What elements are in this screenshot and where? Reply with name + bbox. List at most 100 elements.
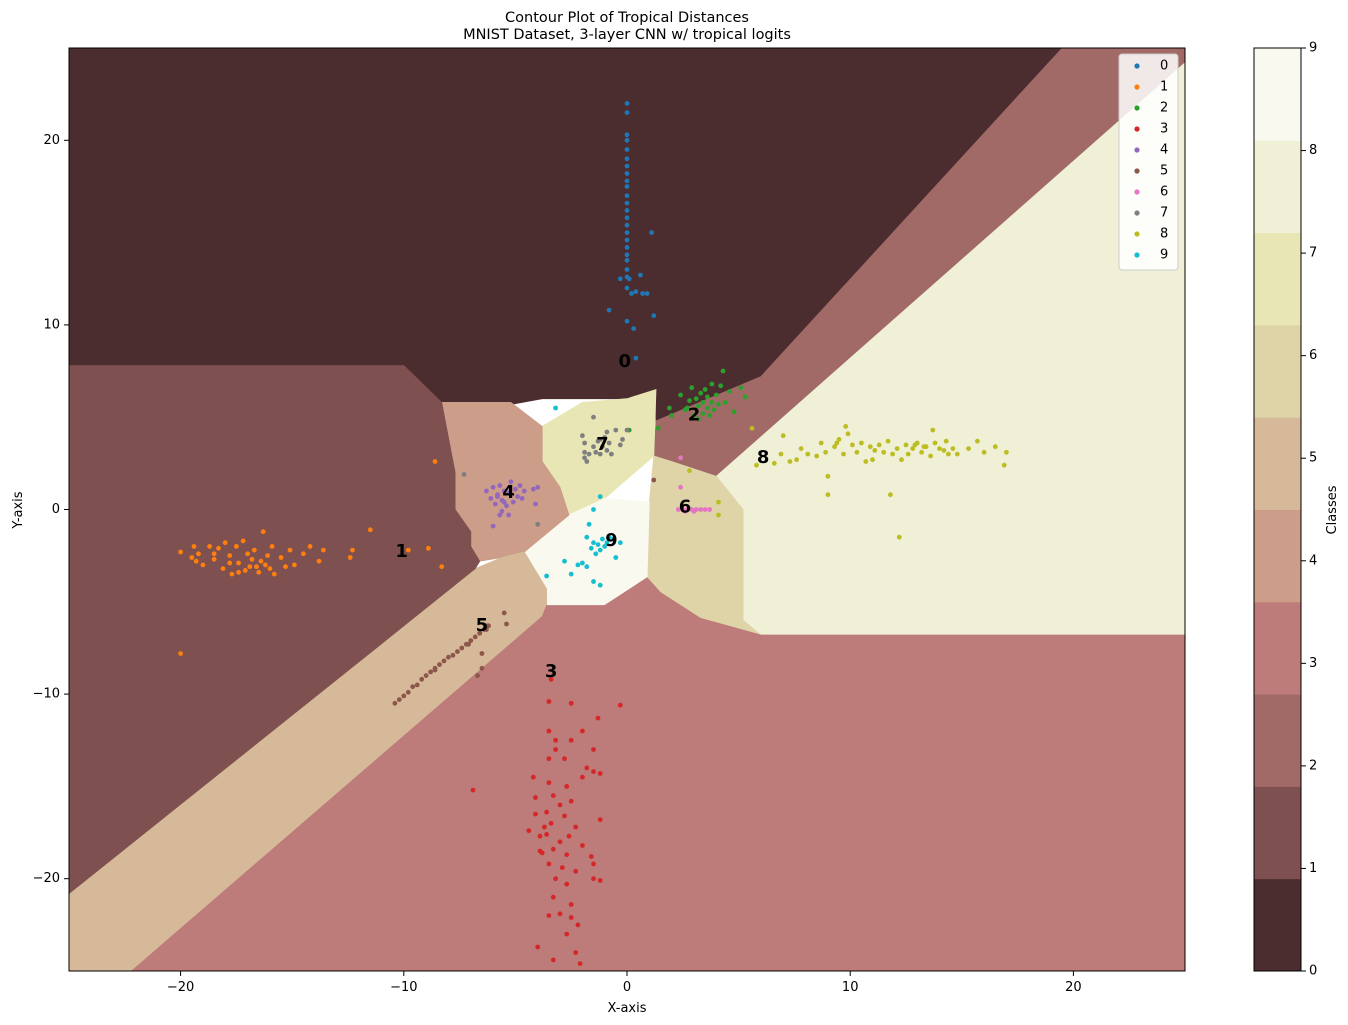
x-tick-label: 0 [623, 980, 631, 995]
point-class-8 [954, 451, 960, 457]
point-class-7 [602, 435, 608, 440]
point-class-7 [606, 440, 612, 446]
point-class-3 [591, 861, 596, 867]
point-class-2 [731, 409, 737, 415]
point-class-0 [624, 237, 630, 243]
legend-box [1118, 53, 1179, 271]
point-class-8 [1001, 462, 1007, 468]
point-class-0 [624, 215, 630, 221]
point-class-8 [885, 438, 891, 444]
point-class-7 [617, 442, 623, 448]
point-class-5 [441, 658, 447, 664]
point-class-7 [580, 433, 585, 439]
point-class-1 [211, 551, 217, 557]
point-class-4 [513, 486, 518, 492]
point-class-3 [562, 813, 567, 819]
point-class-9 [606, 534, 612, 540]
point-class-1 [267, 566, 273, 571]
legend-label-7: 7 [1160, 206, 1168, 221]
point-class-2 [707, 413, 712, 418]
point-class-4 [497, 512, 503, 518]
colorbar-level-9 [1254, 48, 1301, 141]
legend-marker-7 [1134, 210, 1140, 216]
point-class-2 [705, 405, 710, 411]
point-class-7 [609, 451, 614, 457]
point-class-5 [455, 649, 460, 654]
point-class-2 [696, 403, 701, 409]
point-class-1 [256, 569, 262, 575]
point-class-2 [687, 398, 692, 403]
point-class-4 [490, 523, 496, 529]
colorbar-tick-label: 6 [1309, 348, 1317, 363]
point-class-9 [597, 494, 603, 499]
legend-marker-8 [1134, 231, 1140, 237]
contour-region-class-1 [68, 365, 481, 895]
point-class-8 [876, 442, 882, 448]
legend-label-6: 6 [1160, 185, 1168, 200]
legend-marker-2 [1134, 105, 1140, 111]
point-class-1 [283, 564, 288, 570]
point-class-4 [497, 483, 503, 488]
point-class-8 [716, 499, 721, 505]
point-class-0 [624, 230, 630, 236]
point-class-3 [568, 915, 574, 920]
chart-subtitle: MNIST Dataset, 3-layer CNN w/ tropical l… [463, 27, 791, 43]
point-class-4 [495, 494, 500, 499]
point-class-1 [216, 545, 221, 551]
point-class-7 [582, 455, 587, 461]
colorbar-tick-label: 4 [1309, 553, 1317, 568]
colorbar-tick-label: 7 [1309, 246, 1317, 261]
point-class-4 [501, 488, 507, 494]
point-class-3 [550, 793, 556, 798]
point-class-5 [479, 665, 485, 671]
point-class-5 [651, 477, 657, 483]
y-tick-label: −10 [33, 687, 60, 702]
point-class-1 [245, 551, 251, 557]
point-class-8 [912, 442, 918, 448]
point-class-8 [850, 442, 855, 448]
colorbar-label: Classes [1325, 485, 1340, 534]
point-class-7 [593, 449, 599, 455]
class-label-7: 7 [596, 434, 609, 455]
point-class-3 [533, 795, 538, 800]
point-class-8 [841, 451, 846, 457]
point-class-0 [624, 110, 630, 115]
point-class-3 [597, 878, 603, 883]
legend-label-9: 9 [1160, 248, 1168, 263]
point-class-8 [832, 444, 837, 450]
point-class-2 [689, 385, 695, 391]
point-class-0 [624, 137, 630, 143]
point-class-8 [899, 457, 904, 463]
point-class-0 [631, 326, 637, 331]
point-class-2 [700, 411, 706, 416]
colorbar-tick-label: 1 [1309, 861, 1317, 876]
point-class-8 [930, 427, 936, 433]
point-class-2 [716, 401, 721, 407]
class-label-3: 3 [545, 661, 558, 682]
scatter-points [178, 101, 1009, 966]
point-class-0 [644, 291, 650, 296]
point-class-2 [713, 392, 719, 398]
point-class-8 [919, 449, 924, 455]
point-class-8 [946, 451, 951, 457]
point-class-2 [700, 400, 706, 405]
point-class-1 [240, 538, 246, 544]
point-class-8 [950, 446, 956, 451]
point-class-8 [890, 451, 895, 457]
point-class-7 [597, 451, 603, 457]
legend-marker-0 [1134, 63, 1140, 69]
point-class-7 [582, 440, 587, 446]
point-class-8 [771, 460, 777, 466]
point-class-5 [432, 667, 438, 673]
point-class-8 [872, 448, 878, 453]
point-class-9 [591, 540, 596, 546]
point-class-8 [905, 451, 911, 457]
point-class-1 [236, 560, 242, 566]
point-class-3 [564, 852, 570, 858]
point-class-5 [475, 673, 480, 678]
point-class-8 [854, 449, 860, 455]
point-class-7 [613, 427, 619, 433]
point-class-8 [823, 449, 828, 455]
colorbar-level-7 [1254, 232, 1301, 326]
point-class-9 [544, 573, 549, 579]
